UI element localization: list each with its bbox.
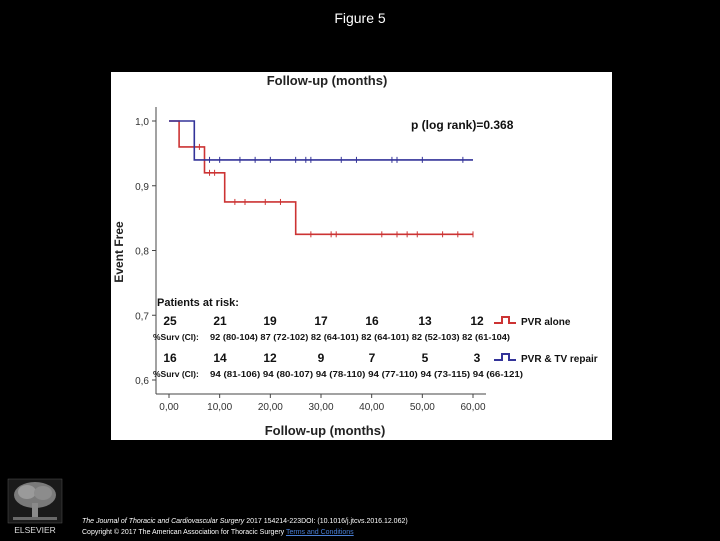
risk-counts-pvr-alone: 25 21 19 17 16 13 12: [163, 314, 484, 328]
kaplan-meier-chart: Follow-up (months) Event Free Follow-up …: [112, 73, 598, 438]
y-tick-label: 0,7: [135, 311, 149, 322]
risk-count: 16: [163, 351, 177, 365]
risk-count: 19: [263, 314, 277, 328]
risk-table: Patients at risk: 25 21 19 17 16 13 12 %Surv (…: [153, 297, 523, 379]
x-tick-label: 50,00: [410, 402, 435, 413]
p-value-annotation: p (log rank)=0.368: [411, 118, 514, 132]
surv-values-pvr-alone: 92 (80-104) 87 (72-102) 82 (64-101) 82 (…: [210, 332, 510, 342]
slide-title: Figure 5: [334, 10, 386, 26]
elsevier-logo: ELSEVIER: [5, 478, 65, 536]
citation: The Journal of Thoracic and Cardiovascul…: [82, 516, 408, 538]
x-tick-label: 30,00: [308, 402, 333, 413]
series-line-pvr-tv-repair: [169, 120, 473, 161]
figure-panel: Follow-up (months) Event Free Follow-up …: [111, 72, 612, 440]
x-tick-label: 10,00: [207, 402, 232, 413]
x-tick-label: 60,00: [460, 402, 485, 413]
series-line-pvr-alone: [169, 120, 473, 236]
y-tick-label: 0,9: [135, 182, 149, 193]
x-tick-label: 40,00: [359, 402, 384, 413]
y-axis-label: Event Free: [112, 221, 126, 283]
citation-details: 2017 154214-223DOI: (10.1016/j.jtcvs.201…: [244, 518, 408, 525]
risk-count: 7: [369, 351, 376, 365]
risk-count: 9: [318, 351, 325, 365]
surv-label-pvr-alone: %Surv (CI):: [153, 332, 199, 342]
risk-count: 14: [213, 351, 227, 365]
risk-counts-pvr-tv-repair: 16 14 12 9 7 5 3: [163, 351, 480, 365]
legend-marker-pvr-tv-repair: [494, 353, 516, 361]
legend-marker-pvr-alone: [494, 316, 516, 324]
y-axis-ticks: 0,6 0,7 0,8 0,9 1,0: [135, 117, 156, 387]
legend-label-pvr-tv-repair: PVR & TV repair: [521, 354, 598, 365]
x-tick-label: 0,00: [159, 402, 179, 413]
legend-label-pvr-alone: PVR alone: [521, 317, 571, 328]
tree-logo-icon: ELSEVIER: [7, 478, 63, 535]
risk-count: 3: [474, 351, 481, 365]
risk-count: 12: [470, 314, 484, 328]
x-tick-label: 20,00: [258, 402, 283, 413]
x-axis-ticks: 0,00 10,00 20,00 30,00 40,00 50,00 60,00: [159, 394, 486, 413]
journal-name: The Journal of Thoracic and Cardiovascul…: [82, 518, 245, 525]
risk-table-heading: Patients at risk:: [157, 297, 239, 309]
y-tick-label: 0,6: [135, 376, 149, 387]
logo-wordmark: ELSEVIER: [14, 525, 56, 535]
risk-count: 16: [365, 314, 379, 328]
risk-count: 25: [163, 314, 177, 328]
surv-values-pvr-tv-repair: 94 (81-106) 94 (80-107) 94 (78-110) 94 (…: [210, 369, 523, 379]
citation-line-2: Copyright © 2017 The American Associatio…: [82, 527, 408, 538]
risk-count: 12: [263, 351, 277, 365]
x-axis-label: Follow-up (months): [265, 423, 386, 438]
risk-count: 17: [314, 314, 328, 328]
surv-label-pvr-tv-repair: %Surv (CI):: [153, 369, 199, 379]
risk-count: 5: [422, 351, 429, 365]
y-tick-label: 1,0: [135, 117, 149, 128]
copyright-text: Copyright © 2017 The American Associatio…: [82, 529, 286, 536]
series-layer: [169, 120, 474, 238]
risk-count: 21: [213, 314, 227, 328]
chart-title: Follow-up (months): [267, 73, 388, 88]
terms-and-conditions-link[interactable]: Terms and Conditions: [285, 529, 354, 536]
legend: PVR alone PVR & TV repair: [494, 316, 598, 365]
y-tick-label: 0,8: [135, 247, 149, 258]
citation-line-1: The Journal of Thoracic and Cardiovascul…: [82, 516, 408, 527]
risk-count: 13: [418, 314, 432, 328]
